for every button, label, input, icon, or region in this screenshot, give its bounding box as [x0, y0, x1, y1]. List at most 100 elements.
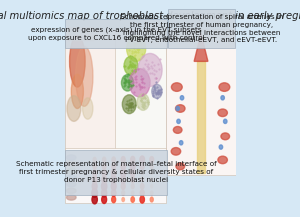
Point	[154, 86, 159, 89]
Point	[125, 104, 130, 107]
Point	[124, 79, 129, 82]
Ellipse shape	[92, 188, 98, 197]
Point	[123, 80, 128, 83]
Point	[125, 65, 130, 69]
Point	[138, 84, 143, 87]
Point	[127, 80, 132, 84]
Point	[130, 49, 135, 53]
Point	[123, 75, 128, 78]
Point	[139, 99, 144, 103]
Point	[150, 66, 154, 70]
Point	[154, 81, 158, 84]
Point	[130, 45, 135, 48]
Point	[146, 63, 150, 66]
Ellipse shape	[140, 190, 144, 196]
Point	[144, 100, 149, 104]
Point	[141, 101, 146, 104]
Point	[124, 99, 129, 103]
Point	[133, 49, 138, 52]
Point	[139, 75, 144, 78]
Ellipse shape	[112, 163, 116, 169]
Point	[143, 104, 148, 107]
Point	[134, 42, 139, 45]
Ellipse shape	[131, 184, 134, 189]
Point	[139, 77, 144, 81]
Point	[146, 102, 151, 105]
Point	[127, 103, 132, 107]
Point	[133, 77, 138, 81]
Point	[144, 72, 149, 76]
Point	[132, 51, 136, 54]
Point	[128, 44, 133, 47]
Point	[139, 98, 143, 101]
Point	[137, 85, 142, 89]
Point	[128, 63, 133, 67]
Point	[140, 77, 145, 80]
Ellipse shape	[180, 96, 184, 100]
Point	[153, 77, 158, 80]
Point	[122, 84, 127, 87]
Point	[152, 86, 157, 90]
Ellipse shape	[140, 163, 144, 169]
Ellipse shape	[122, 95, 136, 114]
Point	[128, 105, 133, 108]
Point	[129, 102, 134, 106]
Point	[129, 104, 134, 107]
Point	[133, 77, 137, 81]
Ellipse shape	[131, 197, 134, 202]
Point	[146, 66, 151, 69]
Point	[130, 104, 135, 108]
Ellipse shape	[112, 196, 116, 203]
Point	[140, 96, 144, 100]
Point	[139, 104, 144, 108]
Ellipse shape	[111, 169, 116, 177]
Point	[124, 79, 128, 83]
Point	[135, 47, 140, 51]
Point	[128, 71, 133, 75]
Ellipse shape	[129, 69, 150, 97]
Point	[142, 102, 147, 106]
Point	[122, 77, 127, 81]
Ellipse shape	[67, 161, 76, 167]
Ellipse shape	[131, 191, 134, 195]
Point	[128, 84, 133, 87]
Text: Spatial multiomics map of trophoblast development in early pregnancy: Spatial multiomics map of trophoblast de…	[0, 11, 300, 21]
Point	[127, 99, 132, 102]
Point	[146, 100, 151, 104]
Point	[127, 78, 132, 82]
Point	[144, 58, 148, 62]
Point	[131, 66, 136, 69]
Ellipse shape	[127, 36, 146, 61]
Point	[140, 85, 144, 88]
Point	[124, 75, 129, 78]
Point	[140, 93, 144, 96]
Point	[142, 95, 146, 99]
Point	[136, 47, 141, 50]
Point	[129, 101, 134, 105]
Point	[133, 67, 138, 71]
Point	[134, 84, 139, 87]
Point	[152, 84, 157, 87]
Ellipse shape	[121, 183, 125, 189]
Ellipse shape	[67, 96, 81, 121]
Polygon shape	[194, 33, 208, 61]
Point	[127, 64, 132, 67]
Ellipse shape	[221, 133, 230, 140]
Point	[153, 76, 158, 80]
Point	[128, 101, 133, 104]
Ellipse shape	[92, 182, 97, 190]
Point	[127, 82, 132, 85]
Point	[133, 66, 138, 69]
Point	[128, 63, 133, 66]
Ellipse shape	[224, 119, 227, 123]
Point	[156, 91, 161, 95]
Point	[133, 103, 137, 107]
Point	[130, 102, 135, 105]
Text: expression of genes (x-axis) in the EVT subsets
upon exposure to CXCL16 compared: expression of genes (x-axis) in the EVT …	[28, 26, 205, 41]
Ellipse shape	[121, 169, 126, 177]
Point	[150, 71, 154, 74]
Point	[159, 90, 164, 93]
Ellipse shape	[219, 83, 230, 91]
Ellipse shape	[111, 175, 116, 184]
Point	[141, 106, 146, 110]
